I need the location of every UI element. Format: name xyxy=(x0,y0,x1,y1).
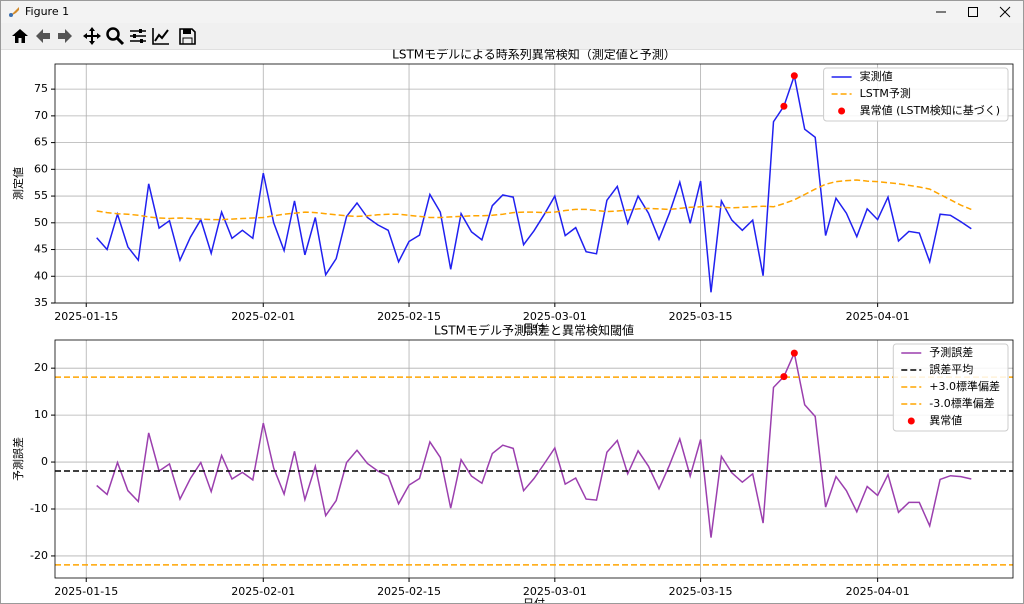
anomaly-point xyxy=(780,373,788,381)
y-tick-label: 70 xyxy=(34,109,48,122)
toolbar xyxy=(1,23,1023,50)
x-axis-label: 日付 xyxy=(523,597,545,603)
x-tick-label: 2025-01-15 xyxy=(54,310,118,323)
data-line xyxy=(96,72,972,293)
legend-swatch xyxy=(838,107,846,115)
y-tick-label: 40 xyxy=(34,269,48,282)
plot-content xyxy=(55,350,1013,566)
y-tick-label: 45 xyxy=(34,243,48,256)
x-tick-label: 2025-02-15 xyxy=(377,310,441,323)
legend-label: 誤差平均 xyxy=(929,362,973,376)
data-line xyxy=(96,350,972,538)
window-title: Figure 1 xyxy=(25,5,70,18)
x-tick-label: 2025-04-01 xyxy=(846,585,910,598)
x-tick-label: 2025-03-01 xyxy=(523,310,587,323)
maximize-button[interactable] xyxy=(957,1,989,23)
y-tick-label: -20 xyxy=(30,549,48,562)
legend-label: 予測誤差 xyxy=(929,345,973,359)
y-tick-label: -10 xyxy=(30,502,48,515)
x-tick-label: 2025-01-15 xyxy=(54,585,118,598)
x-tick-label: 2025-02-01 xyxy=(231,310,295,323)
axes-frame xyxy=(54,339,1014,579)
legend-label: 異常値 (LSTM検知に基づく) xyxy=(860,103,1000,117)
y-tick-label: 75 xyxy=(34,82,48,95)
legend-label: LSTM予測 xyxy=(860,86,911,100)
plot-content xyxy=(96,72,972,293)
back-button[interactable] xyxy=(33,26,53,46)
x-tick-label: 2025-02-15 xyxy=(377,585,441,598)
plot-area xyxy=(55,340,1013,578)
y-axis-label: 測定値 xyxy=(11,167,25,200)
legend-label: 異常値 xyxy=(929,414,962,427)
legend-swatch xyxy=(907,417,915,425)
legend-box xyxy=(823,67,1009,122)
x-tick-label: 2025-03-15 xyxy=(669,310,733,323)
y-axis-label: 予測誤差 xyxy=(11,437,25,481)
legend-box xyxy=(892,343,1009,432)
anomaly-point xyxy=(790,349,798,357)
app-icon xyxy=(9,7,19,17)
x-tick-label: 2025-04-01 xyxy=(846,310,910,323)
y-tick-label: 55 xyxy=(34,189,48,202)
anomaly-point xyxy=(790,72,798,80)
forward-button[interactable] xyxy=(55,26,75,46)
x-tick-label: 2025-03-15 xyxy=(669,585,733,598)
save-button[interactable] xyxy=(177,26,197,46)
pan-button[interactable] xyxy=(82,26,102,46)
configure-button[interactable] xyxy=(128,26,148,46)
y-tick-label: 65 xyxy=(34,136,48,149)
x-tick-label: 2025-03-01 xyxy=(523,585,587,598)
chart-title: LSTMモデル予測誤差と異常検知閾値 xyxy=(434,323,634,338)
data-line xyxy=(96,179,972,221)
figure: 2025-01-15 2025-02-01 2025-02-15 2025-03-01… xyxy=(11,49,1014,603)
close-button[interactable] xyxy=(989,1,1021,23)
legend-marker xyxy=(907,417,915,425)
y-tick-label: 35 xyxy=(34,296,48,309)
anomaly-point xyxy=(780,102,788,110)
edit-axis-button[interactable] xyxy=(151,26,171,46)
legend-label: 実測値 xyxy=(860,69,893,83)
y-tick-label: 0 xyxy=(41,455,48,468)
x-axis-label: 日付 xyxy=(523,322,545,335)
x-tick-label: 2025-02-01 xyxy=(231,585,295,598)
zoom-button[interactable] xyxy=(105,26,125,46)
axes-frame xyxy=(54,63,1014,304)
chart-title: LSTMモデルによる時系列異常検知（測定値と予測） xyxy=(392,49,676,62)
y-tick-label: 50 xyxy=(34,216,48,229)
legend-label: -3.0標準偏差 xyxy=(929,396,994,410)
y-tick-label: 60 xyxy=(34,162,48,175)
home-button[interactable] xyxy=(10,26,30,46)
title-bar: Figure 1 xyxy=(1,1,1023,23)
y-tick-label: 20 xyxy=(34,361,48,374)
y-tick-label: 10 xyxy=(34,408,48,421)
legend-marker xyxy=(838,107,846,115)
legend-label: +3.0標準偏差 xyxy=(929,379,1000,393)
minimize-button[interactable] xyxy=(925,1,957,23)
